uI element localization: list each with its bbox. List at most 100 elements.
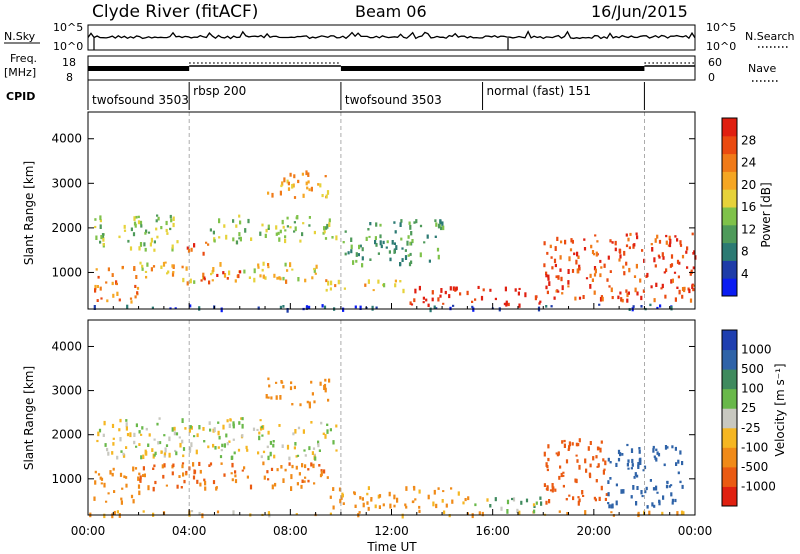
nsearch-label: N.Search <box>745 30 795 43</box>
data-cell <box>559 465 562 469</box>
data-cell <box>440 288 443 293</box>
data-cell <box>400 237 403 241</box>
data-cell <box>286 179 289 184</box>
data-cell <box>202 276 205 280</box>
data-cell <box>435 503 438 509</box>
data-cell <box>272 440 275 443</box>
data-cell <box>607 457 610 462</box>
data-cell <box>167 270 170 274</box>
data-cell <box>262 261 265 266</box>
data-cell <box>169 227 172 231</box>
data-cell <box>203 440 206 443</box>
data-cell <box>342 502 345 505</box>
data-cell <box>627 291 630 295</box>
data-cell <box>335 449 338 452</box>
data-cell <box>160 226 163 230</box>
data-cell <box>310 462 313 467</box>
data-cell <box>344 252 347 256</box>
data-cell <box>289 262 292 268</box>
data-cell <box>553 296 556 300</box>
data-cell <box>653 504 656 508</box>
x-tick-label: 12:00 <box>374 524 409 538</box>
power-colorbar-tick: 24 <box>741 156 756 170</box>
data-cell <box>377 252 380 255</box>
data-cell <box>232 219 235 223</box>
data-cell <box>299 239 302 243</box>
data-cell <box>418 505 421 509</box>
data-cell <box>640 305 643 308</box>
data-cell <box>559 268 562 272</box>
data-cell <box>280 465 283 469</box>
data-cell <box>313 230 316 235</box>
data-cell <box>96 285 99 288</box>
data-cell <box>219 455 223 459</box>
data-cell <box>595 251 598 257</box>
data-cell <box>324 387 327 393</box>
data-cell <box>630 448 634 453</box>
data-cell <box>126 304 129 309</box>
data-cell <box>474 298 477 301</box>
data-cell <box>328 378 331 383</box>
data-cell <box>437 223 441 229</box>
data-cell <box>563 439 566 443</box>
data-cell <box>679 240 682 245</box>
data-cell <box>156 422 159 426</box>
data-cell <box>324 434 327 439</box>
data-cell <box>157 216 160 221</box>
freq-unit-label: [MHz] <box>4 66 36 79</box>
data-cell <box>533 509 536 514</box>
data-cell <box>627 237 630 242</box>
data-cell <box>567 285 570 288</box>
data-cell <box>130 227 133 232</box>
data-cell <box>112 442 115 446</box>
data-cell <box>375 222 378 227</box>
data-cell <box>656 491 659 494</box>
data-cell <box>504 286 507 292</box>
data-cell <box>477 285 480 289</box>
data-cell <box>136 286 140 290</box>
data-cell <box>284 229 287 232</box>
data-cell <box>153 464 156 468</box>
data-cell <box>274 482 277 487</box>
data-cell <box>625 261 628 266</box>
data-cell <box>291 464 294 469</box>
data-cell <box>297 426 301 430</box>
data-cell <box>267 511 270 516</box>
data-cell <box>270 467 274 471</box>
data-cell <box>603 263 606 268</box>
data-cell <box>391 240 394 245</box>
data-cell <box>655 282 658 287</box>
data-cell <box>674 297 677 302</box>
data-cell <box>368 235 371 238</box>
data-cell <box>291 184 294 189</box>
data-cell <box>112 467 115 471</box>
data-cell <box>212 267 215 272</box>
data-cell <box>380 244 383 249</box>
data-cell <box>382 503 385 507</box>
data-cell <box>330 280 333 286</box>
velocity-colorbar-tick: -500 <box>741 460 768 474</box>
data-cell <box>664 294 667 299</box>
data-cell <box>144 270 148 273</box>
data-cell <box>375 243 378 247</box>
data-cell <box>281 444 284 448</box>
data-cell <box>178 436 181 439</box>
data-cell <box>246 448 249 452</box>
data-cell <box>209 462 213 466</box>
data-cell <box>675 462 678 466</box>
data-cell <box>138 472 141 476</box>
data-cell <box>239 270 242 274</box>
data-cell <box>306 400 309 404</box>
data-cell <box>257 263 260 267</box>
data-cell <box>115 282 118 286</box>
data-cell <box>656 306 659 310</box>
data-cell <box>288 462 291 466</box>
data-cell <box>581 490 584 495</box>
data-cell <box>94 218 97 221</box>
data-cell <box>433 305 436 310</box>
data-cell <box>649 303 652 307</box>
data-cell <box>262 450 266 454</box>
data-cell <box>174 449 177 452</box>
data-cell <box>97 431 100 437</box>
data-cell <box>658 256 661 259</box>
